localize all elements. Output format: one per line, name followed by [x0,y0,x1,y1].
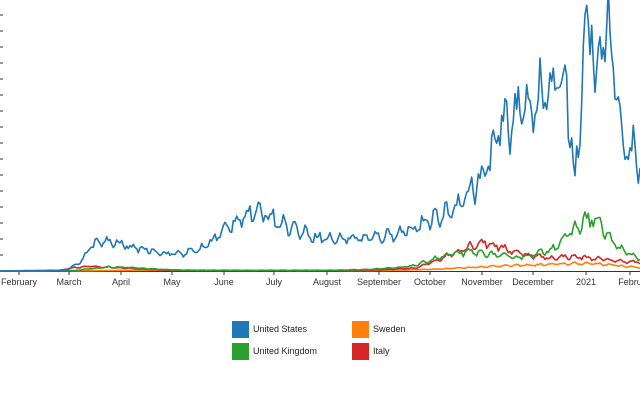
x-tick-label: 2021 [576,277,596,287]
x-tick-label: July [266,277,283,287]
series-line-united-kingdom [0,211,640,272]
x-tick-label: November [461,277,503,287]
y-axis [0,14,3,272]
legend-item-united-states[interactable]: United States [232,320,307,338]
legend-item-united-kingdom[interactable]: United Kingdom [232,342,317,360]
legend-label-united-kingdom: United Kingdom [253,346,318,356]
legend-swatch-united-states [232,320,249,338]
legend-label-italy: Italy [373,346,390,356]
x-tick-label: September [357,277,401,287]
x-tick-label: March [56,277,81,287]
legend-swatch-united-kingdom [232,342,249,360]
x-axis: February March April May June July August Septe… [0,271,640,287]
x-tick-label: June [214,277,234,287]
x-tick-label: October [414,277,446,287]
legend-label-united-states: United States [253,324,308,334]
legend-item-sweden[interactable]: Sweden [352,320,406,338]
legend-swatch-italy [352,342,369,360]
legend-label-sweden: Sweden [373,324,406,334]
x-tick-label: May [163,277,181,287]
x-tick-label: February [1,277,38,287]
series-lines [0,0,640,272]
x-tick-label: April [112,277,130,287]
series-line-united-states [0,0,640,272]
legend-item-italy[interactable]: Italy [352,342,390,360]
x-tick-label: August [313,277,342,287]
legend-swatch-sweden [352,320,369,338]
x-tick-label: Febru [618,277,640,287]
x-tick-label: December [512,277,554,287]
chart-legend: United States Sweden United Kingdom Ital… [232,320,452,364]
